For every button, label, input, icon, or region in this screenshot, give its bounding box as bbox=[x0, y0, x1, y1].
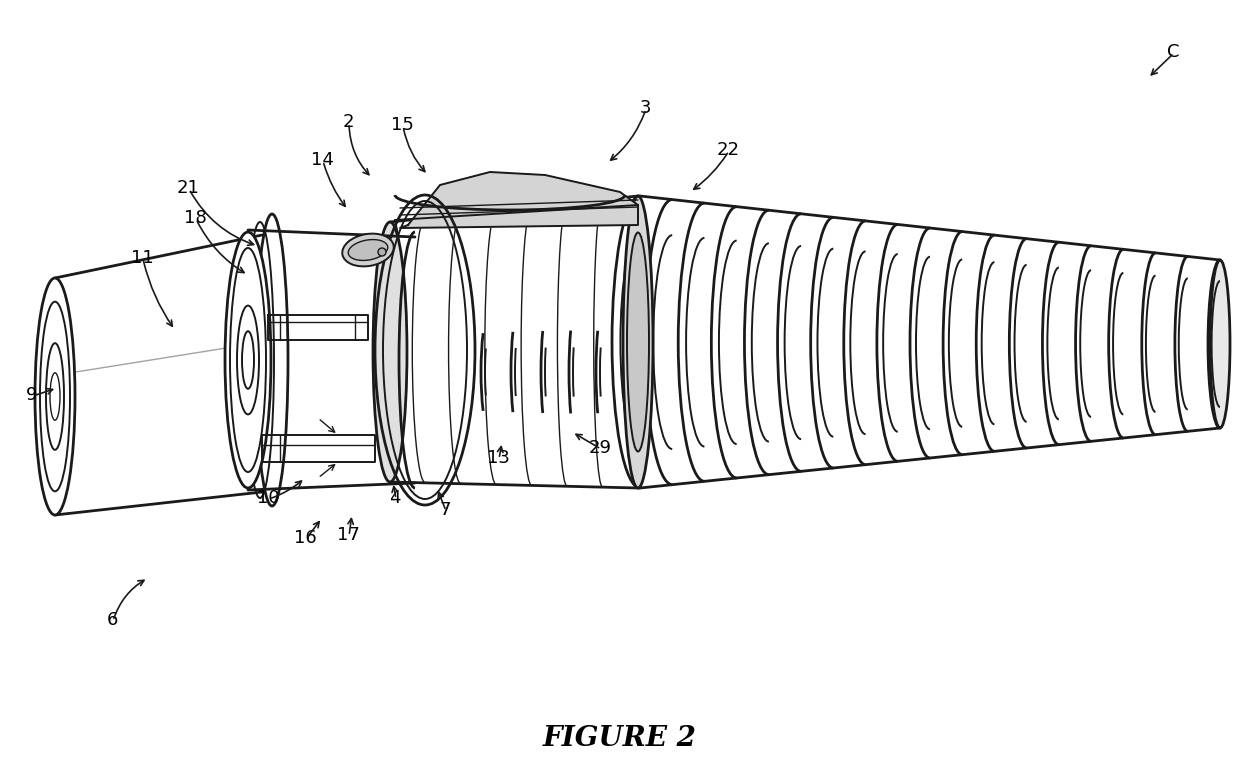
Text: 11: 11 bbox=[130, 249, 154, 267]
Ellipse shape bbox=[1210, 260, 1230, 428]
Text: 21: 21 bbox=[176, 179, 200, 197]
Text: 14: 14 bbox=[310, 151, 334, 169]
Text: 2: 2 bbox=[342, 113, 353, 131]
Ellipse shape bbox=[378, 248, 386, 256]
Text: 16: 16 bbox=[294, 529, 316, 547]
Text: FIGURE 2: FIGURE 2 bbox=[543, 724, 697, 752]
Text: 4: 4 bbox=[389, 489, 401, 507]
Text: 29: 29 bbox=[589, 439, 611, 457]
Text: C: C bbox=[1167, 43, 1179, 61]
Text: 13: 13 bbox=[486, 449, 510, 467]
Ellipse shape bbox=[622, 196, 653, 488]
Text: 17: 17 bbox=[336, 526, 360, 544]
Text: 22: 22 bbox=[717, 141, 739, 159]
Ellipse shape bbox=[50, 373, 60, 420]
Ellipse shape bbox=[242, 331, 254, 389]
Polygon shape bbox=[401, 172, 639, 228]
Ellipse shape bbox=[40, 301, 69, 492]
Ellipse shape bbox=[237, 305, 259, 414]
Ellipse shape bbox=[35, 278, 74, 515]
Ellipse shape bbox=[342, 234, 394, 266]
Text: 18: 18 bbox=[184, 209, 206, 227]
Ellipse shape bbox=[348, 240, 388, 260]
Text: 7: 7 bbox=[439, 501, 451, 519]
Ellipse shape bbox=[224, 232, 272, 488]
Text: 6: 6 bbox=[107, 611, 118, 629]
Text: 3: 3 bbox=[640, 99, 651, 117]
Ellipse shape bbox=[373, 222, 407, 482]
Text: 9: 9 bbox=[26, 386, 37, 404]
Ellipse shape bbox=[627, 232, 649, 452]
Text: 10: 10 bbox=[257, 489, 279, 507]
Ellipse shape bbox=[229, 248, 267, 472]
Ellipse shape bbox=[46, 344, 64, 449]
Text: 15: 15 bbox=[391, 116, 413, 134]
